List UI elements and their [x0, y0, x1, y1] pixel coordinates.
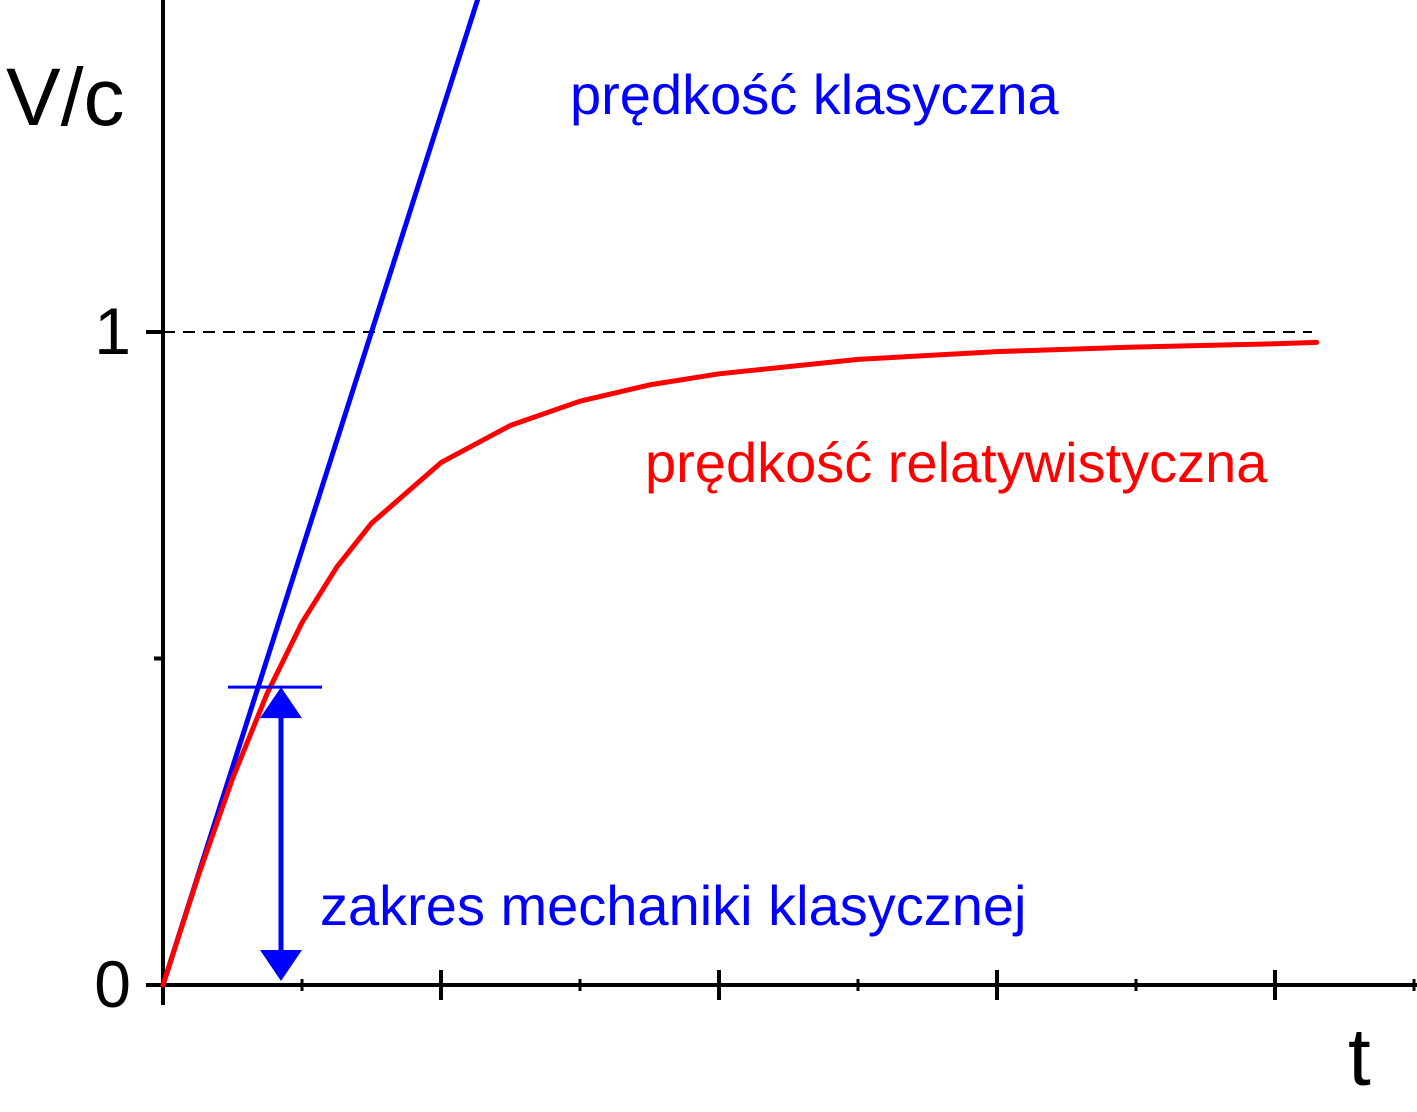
- annotation-relativistic-velocity: prędkość relatywistyczna: [645, 431, 1268, 494]
- series-line-classical: [160, 0, 481, 988]
- x-ticks: [300, 970, 1416, 1000]
- classical-range-marker: [228, 685, 322, 981]
- arrow-up-icon: [260, 687, 302, 719]
- annotation-classical-velocity: prędkość klasyczna: [570, 63, 1060, 126]
- y-tick-label: 1: [94, 294, 131, 368]
- series-layer: [160, 0, 1320, 988]
- arrow-down-icon: [260, 950, 302, 981]
- annotation-classical-mechanics-range: zakres mechaniki klasycznej: [320, 874, 1026, 937]
- series-line-relativistic: [160, 339, 1320, 988]
- y-tick-label: 0: [94, 947, 131, 1021]
- axes: [148, 0, 1417, 1005]
- y-axis-label: V/c: [6, 52, 124, 143]
- y-ticks: 01: [94, 294, 163, 1021]
- x-axis-label: t: [1348, 1012, 1371, 1103]
